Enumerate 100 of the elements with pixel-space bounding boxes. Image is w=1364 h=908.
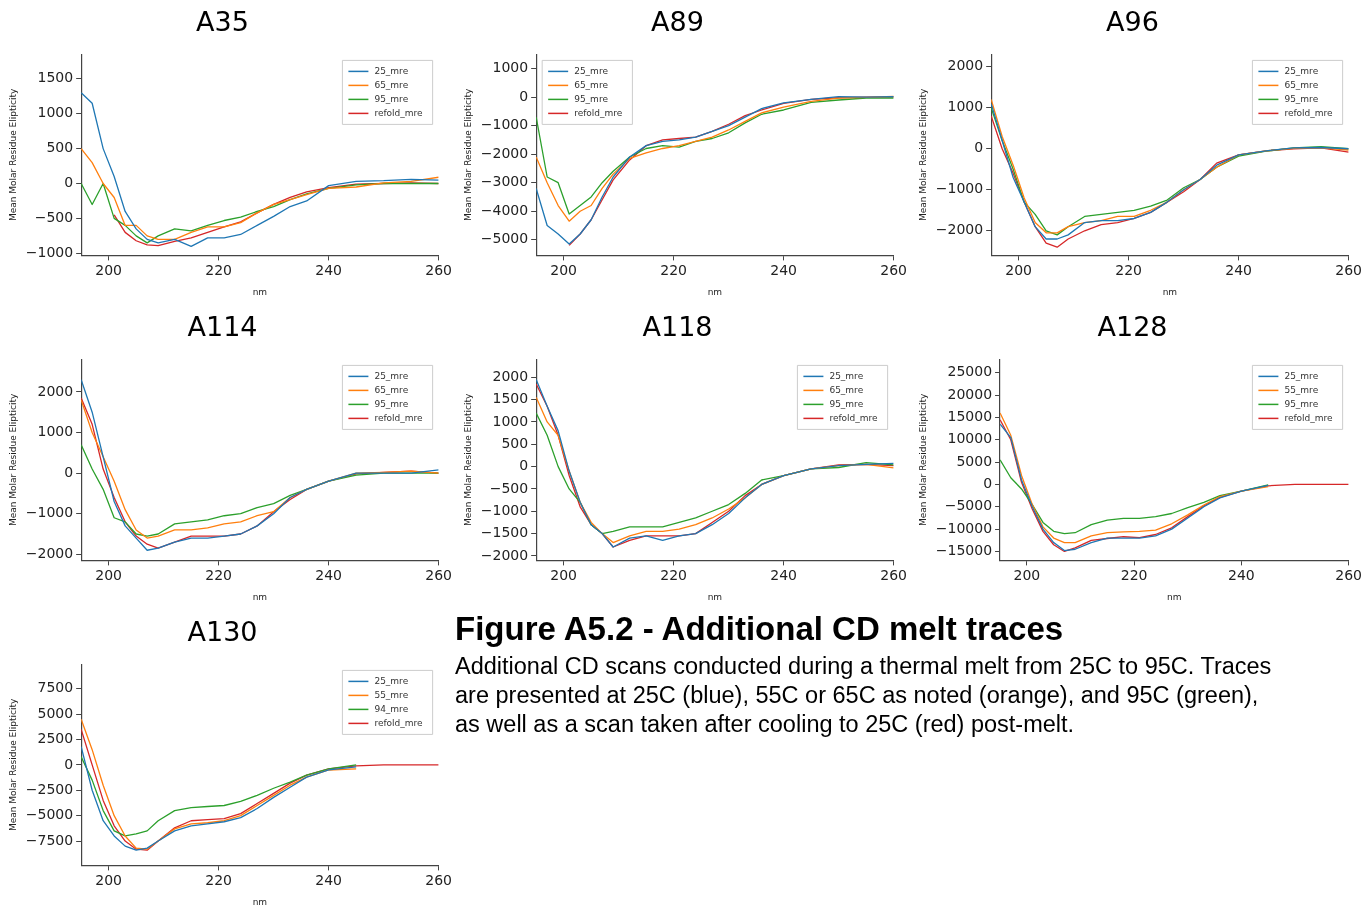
y-tick-label: 500 (46, 139, 74, 156)
legend-label: 25_mre (374, 675, 409, 686)
y-tick-label: 10000 (947, 430, 993, 447)
y-tick-label: 0 (983, 475, 993, 492)
y-tick-label: 1000 (37, 104, 74, 121)
legend-label: 95_mre (829, 398, 864, 409)
x-tick-label: 200 (1013, 567, 1041, 584)
y-tick-label: 0 (519, 87, 529, 104)
legend-label: 65_mre (374, 384, 409, 395)
x-tick-label: 200 (95, 567, 123, 584)
y-tick-label: 2000 (37, 382, 74, 399)
y-tick-label: 0 (974, 139, 984, 156)
chart-title: A96 (1106, 6, 1159, 38)
y-tick-label: 1000 (947, 98, 984, 115)
legend-label: refold_mre (1284, 107, 1334, 118)
y-tick-label: −1000 (480, 501, 529, 518)
x-tick-label: 200 (1005, 262, 1033, 279)
y-axis-title: Mean Molar Residue Elipticity (462, 393, 473, 527)
x-tick-label: 220 (205, 567, 233, 584)
legend-label: refold_mre (374, 412, 424, 423)
legend-label: refold_mre (374, 107, 424, 118)
x-tick-label: 220 (1115, 262, 1143, 279)
y-axis-title: Mean Molar Residue Elipticity (7, 88, 18, 222)
y-tick-label: −3000 (480, 173, 529, 190)
legend-label: 25_mre (374, 370, 409, 381)
legend-label: 95_mre (374, 93, 409, 104)
y-tick-label: −15000 (935, 542, 993, 559)
y-tick-label: 5000 (37, 704, 74, 721)
y-tick-label: −500 (489, 479, 529, 496)
y-tick-label: −5000 (944, 497, 993, 514)
y-tick-label: 0 (519, 457, 529, 474)
y-tick-label: 0 (64, 463, 74, 480)
y-tick-label: −2000 (480, 144, 529, 161)
x-tick-label: 260 (1335, 567, 1363, 584)
y-tick-label: −4000 (480, 201, 529, 218)
x-tick-label: 260 (1335, 262, 1363, 279)
y-tick-label: 1500 (37, 69, 74, 86)
x-axis-title: nm (252, 591, 268, 602)
x-tick-label: 200 (95, 872, 123, 889)
y-tick-label: 7500 (37, 679, 74, 696)
x-tick-label: 240 (1228, 567, 1255, 584)
x-tick-label: 200 (550, 567, 578, 584)
y-tick-label: −5000 (480, 230, 529, 247)
x-tick-label: 240 (315, 567, 343, 584)
x-tick-label: 200 (95, 262, 123, 279)
legend-label: 25_mre (1284, 65, 1319, 76)
y-tick-label: −1000 (25, 243, 74, 260)
x-tick-label: 260 (425, 262, 453, 279)
x-tick-label: 240 (770, 567, 798, 584)
legend-label: 95_mre (574, 93, 609, 104)
legend-label: 25_mre (374, 65, 409, 76)
x-tick-label: 220 (205, 872, 233, 889)
x-tick-label: 240 (770, 262, 798, 279)
legend-label: 95_mre (1284, 398, 1319, 409)
y-tick-label: 1000 (492, 59, 529, 76)
x-tick-label: 240 (1225, 262, 1253, 279)
x-tick-label: 260 (880, 567, 908, 584)
y-tick-label: 2000 (492, 367, 529, 384)
y-axis-title: Mean Molar Residue Elipticity (917, 88, 928, 222)
x-tick-label: 260 (425, 872, 453, 889)
y-tick-label: −1000 (25, 504, 74, 521)
y-tick-label: 25000 (947, 363, 993, 380)
y-tick-label: −10000 (935, 519, 993, 536)
x-axis-title: nm (252, 286, 268, 297)
y-tick-label: −1000 (935, 180, 984, 197)
legend-label: 65_mre (829, 384, 864, 395)
y-tick-label: 15000 (947, 408, 993, 425)
x-tick-label: 220 (660, 262, 688, 279)
chart-title: A114 (187, 311, 258, 343)
y-tick-label: −2000 (935, 221, 984, 238)
x-tick-label: 240 (315, 872, 343, 889)
x-tick-label: 220 (660, 567, 688, 584)
x-tick-label: 200 (550, 262, 578, 279)
y-tick-label: −2000 (25, 544, 74, 561)
y-tick-label: 1000 (492, 412, 529, 429)
legend-label: refold_mre (829, 412, 879, 423)
y-axis-title: Mean Molar Residue Elipticity (462, 88, 473, 222)
legend-label: refold_mre (1284, 412, 1334, 423)
chart-title: A89 (651, 6, 704, 38)
x-axis-title: nm (707, 591, 723, 602)
legend-label: refold_mre (574, 107, 623, 118)
legend-label: 25_mre (574, 65, 609, 76)
chart-title: A128 (1097, 311, 1168, 343)
x-tick-label: 240 (315, 262, 343, 279)
y-tick-label: 2500 (37, 730, 74, 747)
legend-label: 65_mre (1284, 79, 1319, 90)
chart-title: A35 (196, 6, 249, 38)
y-axis-title: Mean Molar Residue Elipticity (7, 698, 18, 832)
x-tick-label: 220 (205, 262, 233, 279)
x-axis-title: nm (707, 286, 723, 297)
x-tick-label: 260 (880, 262, 908, 279)
chart-title: A118 (642, 311, 713, 343)
y-tick-label: 1000 (37, 423, 74, 440)
y-tick-label: 1500 (492, 390, 529, 407)
x-axis-title: nm (252, 896, 268, 907)
y-tick-label: 5000 (956, 452, 993, 469)
y-tick-label: −2000 (480, 546, 529, 563)
y-tick-label: −1500 (480, 524, 529, 541)
x-axis-title: nm (1167, 591, 1182, 602)
legend-label: 95_mre (374, 398, 409, 409)
